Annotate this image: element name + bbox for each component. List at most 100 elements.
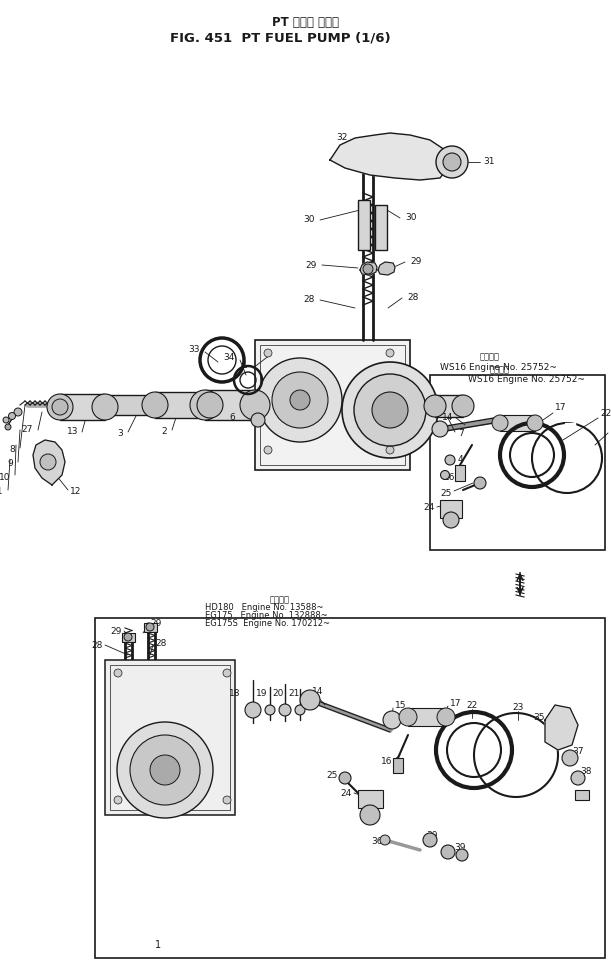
Polygon shape <box>33 440 65 485</box>
Text: 適用号簿: 適用号簿 <box>270 595 290 604</box>
Circle shape <box>265 705 275 715</box>
Text: 22: 22 <box>466 701 478 709</box>
Circle shape <box>424 395 446 417</box>
Circle shape <box>380 835 390 845</box>
Text: 27: 27 <box>21 425 33 435</box>
Circle shape <box>114 669 122 677</box>
Bar <box>440 500 462 518</box>
Circle shape <box>258 358 342 442</box>
Text: 19: 19 <box>256 689 268 698</box>
Text: 28: 28 <box>407 294 419 303</box>
Text: FIG. 451  PT FUEL PUMP (1/6): FIG. 451 PT FUEL PUMP (1/6) <box>170 31 390 45</box>
Text: 16: 16 <box>381 758 392 767</box>
Bar <box>393 758 403 773</box>
Circle shape <box>436 146 468 178</box>
Text: 適用号簿: 適用号簿 <box>490 366 510 375</box>
Bar <box>105 660 235 815</box>
Circle shape <box>279 704 291 716</box>
Circle shape <box>264 349 272 357</box>
Text: 30: 30 <box>304 215 315 225</box>
Circle shape <box>399 708 417 726</box>
Polygon shape <box>565 423 575 428</box>
Circle shape <box>9 413 15 419</box>
Circle shape <box>562 750 578 766</box>
Circle shape <box>245 702 261 718</box>
Text: 10: 10 <box>0 473 10 482</box>
Circle shape <box>492 415 508 431</box>
Text: 28: 28 <box>304 296 315 305</box>
Text: 6: 6 <box>229 414 235 422</box>
Text: WS16 Engine No. 25752~: WS16 Engine No. 25752~ <box>468 376 585 384</box>
Circle shape <box>92 394 118 420</box>
Bar <box>110 665 230 810</box>
Bar <box>60 394 105 420</box>
Circle shape <box>354 374 426 446</box>
Circle shape <box>300 690 320 710</box>
Text: 17: 17 <box>555 403 566 412</box>
Bar <box>122 633 135 642</box>
Text: 36: 36 <box>371 838 383 847</box>
Text: 1: 1 <box>155 940 161 950</box>
Text: 15: 15 <box>395 701 406 709</box>
Circle shape <box>150 755 180 785</box>
Text: 29: 29 <box>111 627 122 635</box>
Text: 39: 39 <box>426 831 437 840</box>
Text: 22: 22 <box>600 409 611 417</box>
Text: 30: 30 <box>405 213 417 223</box>
Text: 31: 31 <box>483 158 494 166</box>
Circle shape <box>223 669 231 677</box>
Text: 39: 39 <box>454 844 466 852</box>
Text: 32: 32 <box>337 133 348 142</box>
Circle shape <box>264 446 272 454</box>
Circle shape <box>571 771 585 785</box>
Bar <box>408 708 446 726</box>
Text: 16: 16 <box>444 474 455 483</box>
Text: 4: 4 <box>458 455 464 464</box>
Circle shape <box>441 471 450 480</box>
Circle shape <box>432 421 448 437</box>
Circle shape <box>423 833 437 847</box>
Circle shape <box>443 512 459 528</box>
Text: 33: 33 <box>189 345 200 354</box>
Bar <box>260 345 405 465</box>
Circle shape <box>223 796 231 804</box>
Text: 29: 29 <box>150 619 161 628</box>
Text: 25: 25 <box>441 488 452 497</box>
Circle shape <box>437 708 455 726</box>
Text: 38: 38 <box>580 768 591 776</box>
Circle shape <box>290 390 310 410</box>
Bar <box>358 790 383 808</box>
Bar <box>105 395 157 415</box>
Circle shape <box>14 408 22 416</box>
Bar <box>155 392 210 418</box>
Circle shape <box>95 395 115 415</box>
Text: 1: 1 <box>242 362 248 371</box>
Text: 24: 24 <box>424 503 435 513</box>
Text: 8: 8 <box>9 446 15 454</box>
Text: 24: 24 <box>341 788 352 798</box>
Circle shape <box>441 845 455 859</box>
Text: 12: 12 <box>70 487 81 496</box>
Circle shape <box>197 392 223 418</box>
Bar <box>500 415 535 431</box>
Circle shape <box>124 633 132 641</box>
Text: 25: 25 <box>327 771 338 779</box>
Circle shape <box>383 711 401 729</box>
Bar <box>358 200 370 250</box>
Text: 7: 7 <box>458 429 464 439</box>
Text: 26: 26 <box>455 476 466 485</box>
Circle shape <box>272 372 328 428</box>
Circle shape <box>372 392 408 428</box>
Text: 5: 5 <box>207 401 213 410</box>
Circle shape <box>251 413 265 427</box>
Text: PT フェル ポンプ: PT フェル ポンプ <box>271 16 338 28</box>
Bar <box>435 395 463 417</box>
Polygon shape <box>360 262 377 275</box>
Bar <box>205 390 255 420</box>
Bar <box>375 205 387 250</box>
Circle shape <box>386 446 394 454</box>
Text: 17: 17 <box>450 699 461 707</box>
Bar <box>430 375 605 550</box>
Circle shape <box>386 349 394 357</box>
Text: 29: 29 <box>410 258 422 267</box>
